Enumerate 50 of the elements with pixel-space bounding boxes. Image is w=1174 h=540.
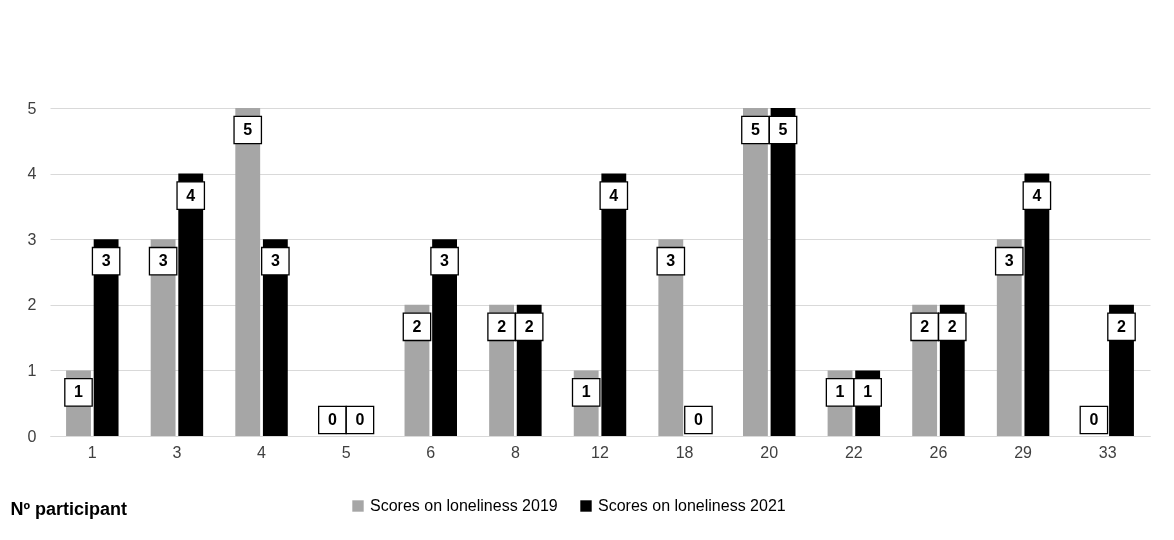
legend-label: Scores on loneliness 2021 [598, 497, 786, 514]
legend-label: Scores on loneliness 2019 [370, 497, 558, 514]
data-label: 0 [1089, 411, 1099, 428]
data-label: 1 [74, 383, 84, 401]
y-tick-label: 1 [27, 361, 37, 379]
data-label: 2 [1117, 317, 1127, 335]
bar [235, 108, 261, 436]
x-tick-label: 5 [341, 443, 351, 461]
data-label: 0 [355, 411, 365, 428]
data-label: 2 [524, 317, 534, 335]
bar [743, 108, 768, 436]
data-label: 5 [243, 121, 253, 138]
x-tick-label: 3 [172, 443, 182, 461]
x-tick-label: 4 [257, 443, 267, 461]
y-tick-label: 3 [27, 230, 37, 248]
data-label: 2 [947, 317, 957, 335]
x-tick-label: 20 [760, 443, 779, 461]
data-label: 3 [666, 252, 676, 270]
data-label: 3 [1004, 252, 1014, 270]
data-label: 4 [186, 186, 196, 204]
data-label: 5 [750, 121, 760, 138]
x-tick-label: 18 [675, 443, 694, 461]
data-label: 3 [440, 252, 450, 270]
data-label: 4 [609, 186, 619, 204]
y-tick-label: 5 [27, 99, 37, 117]
x-tick-label: 8 [510, 443, 520, 461]
data-label: 1 [863, 383, 873, 401]
data-label: 2 [412, 317, 422, 335]
x-axis-title: Nº participant [10, 498, 128, 519]
x-tick-label: 26 [929, 443, 948, 461]
x-tick-label: 33 [1098, 443, 1117, 461]
x-tick-label: 29 [1014, 443, 1033, 461]
x-tick-label: 6 [426, 443, 436, 461]
data-label: 4 [1032, 186, 1042, 204]
data-label: 3 [270, 252, 280, 270]
data-label: 2 [497, 317, 507, 335]
data-label: 0 [327, 411, 337, 428]
data-label: 3 [101, 252, 111, 270]
data-label: 1 [581, 383, 591, 401]
data-label: 2 [920, 317, 930, 335]
x-tick-label: 22 [844, 443, 863, 461]
y-tick-label: 2 [27, 296, 37, 314]
data-label: 1 [835, 383, 845, 401]
x-tick-label: 1 [87, 443, 97, 461]
data-label: 5 [778, 121, 788, 138]
data-label: 0 [693, 411, 703, 428]
data-label: 3 [158, 252, 168, 270]
y-tick-label: 0 [27, 427, 37, 445]
y-tick-label: 4 [27, 165, 37, 183]
x-tick-label: 12 [591, 443, 609, 461]
